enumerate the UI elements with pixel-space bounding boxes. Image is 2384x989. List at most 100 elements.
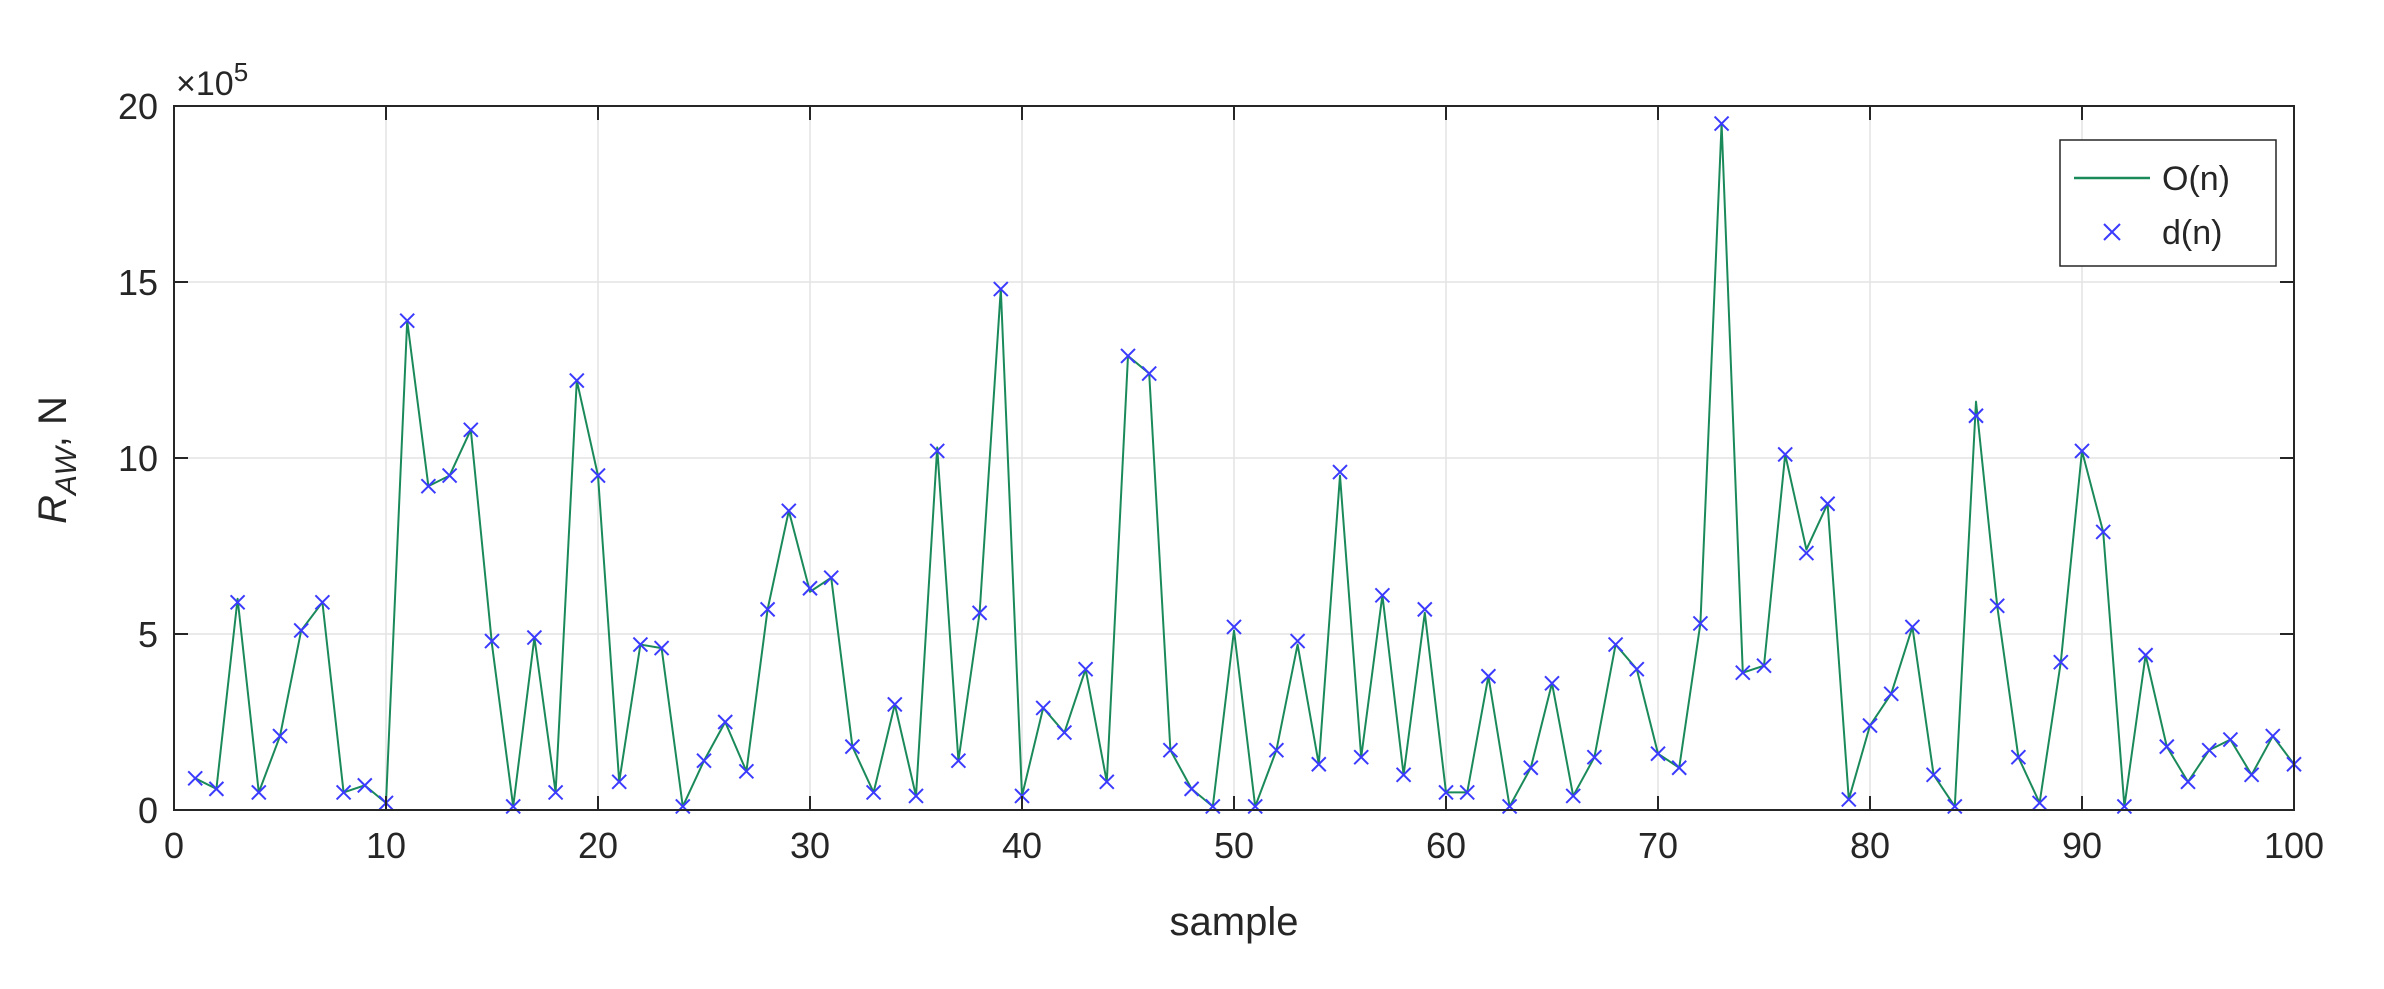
data-point-d [1968, 408, 1984, 424]
data-point-d [2074, 443, 2090, 459]
data-point-d [2222, 731, 2239, 748]
data-point-d [1819, 496, 1836, 512]
data-point-d [823, 569, 839, 586]
data-point-d [2180, 774, 2196, 790]
data-point-d [1841, 791, 1857, 808]
legend-label-o: O(n) [2162, 160, 2230, 198]
data-point-d [1226, 619, 1242, 635]
data-point-d [1438, 784, 1454, 801]
data-point-d [2159, 738, 2175, 755]
legend-marker-sample [2103, 223, 2121, 241]
x-tick-label: 80 [1850, 825, 1890, 866]
data-point-d [759, 601, 776, 618]
data-point-d [335, 784, 352, 801]
data-point-d [1523, 760, 1539, 776]
data-point-d [675, 798, 691, 815]
data-point-d [1777, 446, 1793, 463]
x-tick-label: 0 [164, 825, 184, 866]
x-tick-label: 30 [790, 825, 830, 866]
data-point-d [1141, 365, 1157, 382]
data-point-d [696, 753, 712, 769]
data-point-d [1289, 633, 1306, 649]
data-point-d [2265, 728, 2281, 744]
data-point-d [2053, 654, 2069, 670]
data-point-d [1565, 788, 1581, 804]
data-point-d [1056, 724, 1073, 741]
data-point-d [420, 478, 437, 494]
data-point-d [484, 633, 500, 649]
data-point-d [1501, 798, 1518, 815]
data-point-d [632, 636, 649, 653]
data-point-d [1862, 717, 1878, 734]
data-point-d [653, 640, 670, 656]
data-point-d [1480, 668, 1497, 684]
data-point-d [1607, 636, 1624, 653]
data-point-d [2243, 767, 2260, 783]
ticks: 0 10 20 30 40 50 60 70 80 90 100 0 5 10 15 20 [118, 86, 2324, 866]
data-point-d [1989, 598, 2005, 614]
data-point-d [590, 467, 606, 484]
data-point-d [1332, 464, 1348, 480]
data-point-d [2201, 742, 2217, 758]
data-point-d [971, 605, 988, 621]
data-point-d [717, 714, 733, 730]
data-point-d [1353, 749, 1369, 765]
data-point-d [781, 503, 797, 519]
data-point-d [251, 784, 267, 801]
legend-box [2059, 139, 2277, 267]
data-point-d [208, 781, 225, 797]
data-point-d [2031, 795, 2048, 811]
y-axis-label: RAW, N [31, 396, 83, 524]
data-point-d [357, 777, 373, 794]
data-point-d [569, 372, 585, 389]
data-point-d [1268, 742, 1285, 758]
data-point-d [547, 784, 564, 801]
data-point-d [1798, 545, 1815, 561]
data-point-d [2116, 798, 2133, 815]
data-point-d [314, 594, 331, 611]
data-point-d [1756, 657, 1772, 674]
data-point-d [1374, 587, 1391, 603]
data-point-d [187, 770, 203, 787]
data-point-d [844, 738, 861, 755]
data-point-d [908, 788, 924, 804]
y-tick-label: 20 [118, 86, 158, 127]
data-point-d [272, 728, 288, 744]
x-tick-label: 40 [1002, 825, 1042, 866]
data-point-d [1650, 745, 1666, 762]
data-point-d [1904, 619, 1921, 635]
data-point-d [1099, 774, 1115, 790]
series-layer [187, 115, 2302, 815]
x-tick-label: 60 [1426, 825, 1466, 866]
data-point-d [505, 798, 521, 815]
data-point-d [1183, 781, 1200, 797]
data-point-d [463, 422, 479, 438]
x-tick-label: 20 [578, 825, 618, 866]
data-point-d [1586, 749, 1603, 765]
data-point-d [229, 594, 246, 611]
data-point-d [2010, 749, 2027, 765]
data-point-d [1162, 742, 1179, 758]
data-point-d [1311, 756, 1327, 772]
data-point-d [1692, 615, 1709, 632]
data-point-d [611, 774, 627, 790]
data-point-d [1247, 798, 1263, 815]
x-tick-label: 90 [2062, 825, 2102, 866]
data-point-d [1205, 798, 1221, 815]
data-point-d [1947, 798, 1963, 815]
x-tick-label: 10 [366, 825, 406, 866]
data-point-d [1035, 700, 1051, 716]
data-point-d [1014, 788, 1030, 804]
data-point-d [1883, 686, 1899, 702]
y-tick-label: 15 [118, 262, 158, 303]
x-tick-label: 100 [2264, 825, 2324, 866]
data-point-d [1395, 767, 1412, 783]
data-point-d [1671, 760, 1687, 776]
data-point-d [441, 467, 458, 484]
y-tick-label: 0 [138, 790, 158, 831]
x-tick-label: 70 [1638, 825, 1678, 866]
data-point-d [2095, 524, 2111, 540]
data-point-d [950, 753, 967, 769]
